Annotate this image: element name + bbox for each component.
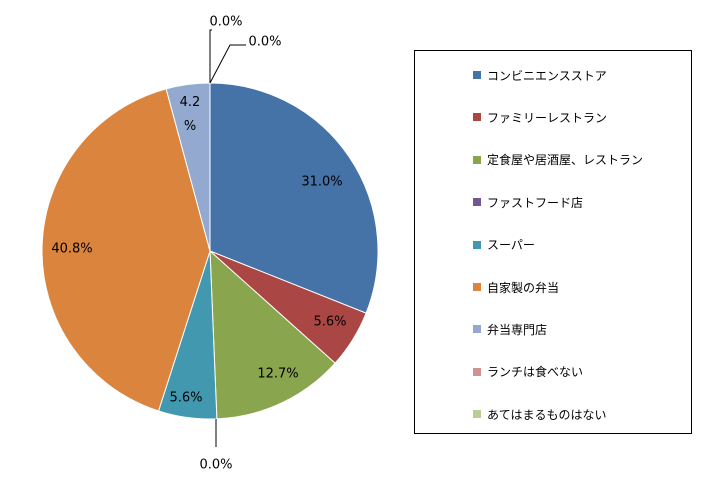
pie-slice-5 <box>41 88 211 412</box>
legend-label-5: 自家製の弁当 <box>487 280 560 295</box>
legend: コンビニエンスストア ファミリーレストラン定食屋や居酒屋、レストラン ファストフード… <box>414 50 692 434</box>
legend-swatch-1 <box>473 113 481 122</box>
data-label-2: 12.7% <box>257 367 298 382</box>
leader-line-7 <box>209 44 246 84</box>
legend-item-8: あてはまるものはない <box>473 406 607 422</box>
legend-label-6: 弁当専門店 <box>487 322 548 337</box>
data-label-4: 5.6% <box>169 391 202 406</box>
legend-swatch-8 <box>473 410 481 419</box>
legend-swatch-0 <box>473 71 481 79</box>
pie-slice-6 <box>165 82 211 252</box>
data-label-6: 4.2% <box>180 95 201 134</box>
legend-label-7: ランチは食べない <box>487 365 584 380</box>
legend-swatch-4 <box>473 240 481 249</box>
legend-swatch-7 <box>473 367 481 376</box>
data-label-7: 0.0% <box>248 35 281 50</box>
legend-label-4: スーパー <box>487 238 535 253</box>
legend-item-6: 弁当専門店 <box>473 321 547 337</box>
pie-slice-0 <box>209 82 379 314</box>
data-label-0: 31.0% <box>301 175 342 190</box>
data-label-8: 0.0% <box>199 458 232 473</box>
legend-item-0: コンビニエンスストア <box>473 67 607 83</box>
legend-label-1: ファミリーレストラン <box>487 110 608 125</box>
data-label-5: 40.8% <box>51 242 92 257</box>
legend-item-2: 定食屋や居酒屋、レストラン <box>473 152 643 168</box>
legend-label-0: コンビニエンスストア <box>487 68 607 83</box>
legend-item-7: ランチは食べない <box>473 364 583 380</box>
legend-label-3: ファストフード店 <box>487 195 584 210</box>
legend-swatch-5 <box>473 283 481 291</box>
data-label-3: 0.0% <box>209 15 242 30</box>
legend-label-8: あてはまるものはない <box>487 407 607 422</box>
legend-item-4: スーパー <box>473 237 535 253</box>
legend-item-1: ファミリーレストラン <box>473 109 607 125</box>
legend-swatch-2 <box>473 155 481 164</box>
legend-swatch-6 <box>473 325 481 334</box>
legend-label-2: 定食屋や居酒屋、レストラン <box>487 153 644 168</box>
legend-item-3: ファストフード店 <box>473 194 583 210</box>
leader-line-3 <box>209 29 212 83</box>
pie-slice-2 <box>209 249 336 420</box>
data-label-1: 5.6% <box>313 315 346 330</box>
legend-item-5: 自家製の弁当 <box>473 279 559 295</box>
legend-swatch-3 <box>473 198 481 207</box>
